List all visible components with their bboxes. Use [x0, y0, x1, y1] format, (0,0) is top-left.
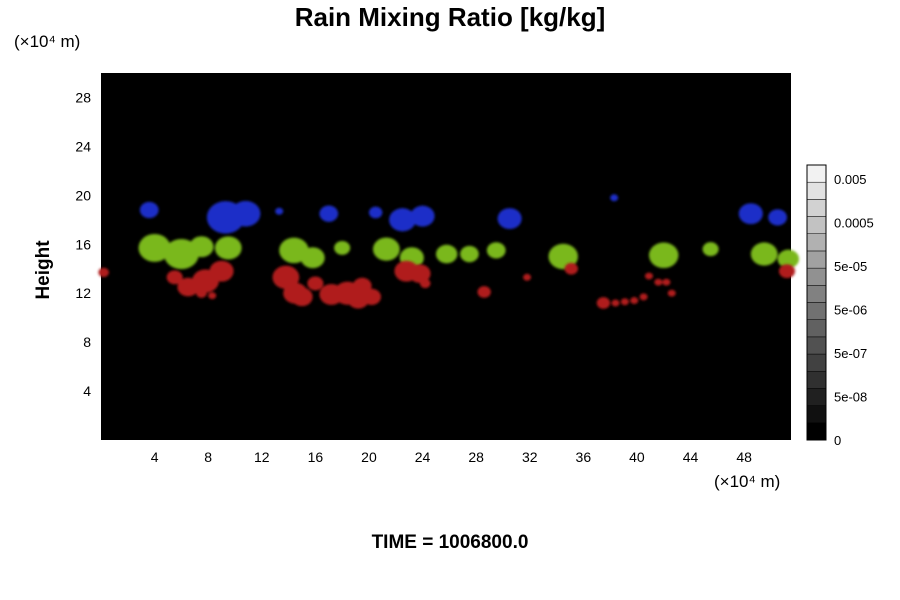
colorbar-step [806, 216, 827, 234]
data-blob [611, 299, 620, 307]
data-blob [738, 203, 763, 225]
data-blob [300, 247, 325, 269]
x-tick-label: 4 [151, 449, 159, 465]
data-blob [230, 200, 261, 227]
data-blob [307, 276, 324, 291]
data-blob [389, 208, 416, 232]
colorbar-step [806, 353, 827, 372]
colorbar-step [806, 181, 827, 200]
x-axis-unit: (×10⁴ m) [714, 472, 781, 491]
data-blob [372, 237, 400, 261]
data-blob [139, 201, 159, 219]
data-blob [435, 244, 458, 264]
data-blob [654, 278, 663, 286]
data-blob [662, 278, 671, 286]
y-tick-label: 28 [75, 89, 91, 105]
x-tick-label: 36 [576, 449, 592, 465]
data-blob [620, 298, 629, 306]
data-blob [497, 208, 522, 230]
x-tick-label: 12 [254, 449, 270, 465]
colorbar-step [806, 388, 827, 406]
colorbar-label: 5e-05 [834, 259, 867, 274]
data-blob [639, 293, 648, 301]
data-blob [334, 240, 351, 255]
y-axis-unit: (×10⁴ m) [14, 32, 81, 51]
data-blob [702, 242, 719, 257]
data-blob [610, 194, 619, 202]
y-tick-label: 8 [83, 334, 91, 350]
series-2 [98, 260, 796, 309]
x-tick-label: 8 [204, 449, 212, 465]
colorbar-label: 5e-08 [834, 390, 867, 405]
data-blob [138, 233, 171, 262]
colorbar-step [806, 319, 827, 338]
data-blob [564, 262, 578, 275]
x-tick-label: 16 [308, 449, 324, 465]
colorbar-label: 0.005 [834, 172, 867, 187]
data-blob [208, 292, 217, 300]
series-0 [139, 194, 787, 234]
x-tick-label: 44 [683, 449, 699, 465]
x-tick-label: 40 [629, 449, 645, 465]
data-blob [523, 273, 532, 281]
data-blob [596, 297, 611, 309]
colorbar-step [806, 422, 827, 441]
data-blob [778, 264, 796, 279]
data-blob [98, 267, 110, 278]
x-tick-label: 20 [361, 449, 377, 465]
data-blob [777, 249, 800, 269]
colorbar-frame [806, 164, 827, 441]
x-tick-label: 28 [468, 449, 484, 465]
colorbar-step [806, 267, 827, 286]
data-blob [196, 288, 207, 298]
data-blob [409, 264, 431, 283]
data-blob [630, 297, 639, 305]
colorbar-step [806, 199, 827, 217]
x-tick-label: 48 [736, 449, 752, 465]
x-tick-label: 24 [415, 449, 431, 465]
data-blob [410, 205, 435, 227]
data-blob [214, 236, 242, 260]
colorbar-step [806, 233, 827, 252]
data-blob [648, 242, 679, 269]
data-blob [189, 236, 214, 258]
data-blob [209, 260, 234, 282]
colorbar-label: 0.0005 [834, 216, 874, 231]
data-blob [275, 207, 284, 215]
colorbar-step [806, 250, 827, 269]
colorbar-label: 5e-06 [834, 303, 867, 318]
y-tick-label: 20 [75, 187, 91, 203]
colorbar-step [806, 285, 827, 303]
data-blob [419, 278, 431, 289]
data-blob [644, 272, 653, 280]
data-blob [291, 287, 313, 307]
data-blob [667, 289, 676, 297]
colorbar-label: 0 [834, 433, 841, 448]
data-blob [368, 206, 383, 219]
data-blob [166, 270, 183, 285]
y-tick-label: 24 [75, 138, 91, 154]
colorbar-label: 5e-07 [834, 346, 867, 361]
data-blob [548, 243, 578, 270]
series-1 [138, 233, 800, 270]
y-tick-label: 4 [83, 383, 91, 399]
data-blob [460, 245, 479, 263]
data-blob [477, 286, 491, 298]
data-blob [750, 242, 778, 266]
data-blob [486, 242, 506, 259]
x-tick-label: 32 [522, 449, 538, 465]
data-blob [352, 277, 372, 294]
colorbar-step [806, 164, 827, 183]
chart-title: Rain Mixing Ratio [kg/kg] [294, 2, 606, 32]
colorbar-step [806, 371, 827, 389]
data-blob [768, 209, 787, 226]
time-label: TIME = 1006800.0 [371, 532, 529, 553]
colorbar-step [806, 336, 827, 355]
colorbar-step [806, 302, 827, 320]
y-tick-label: 16 [75, 236, 91, 252]
colorbar-step [806, 405, 827, 424]
y-tick-label: 12 [75, 285, 91, 301]
data-blob [319, 205, 339, 222]
